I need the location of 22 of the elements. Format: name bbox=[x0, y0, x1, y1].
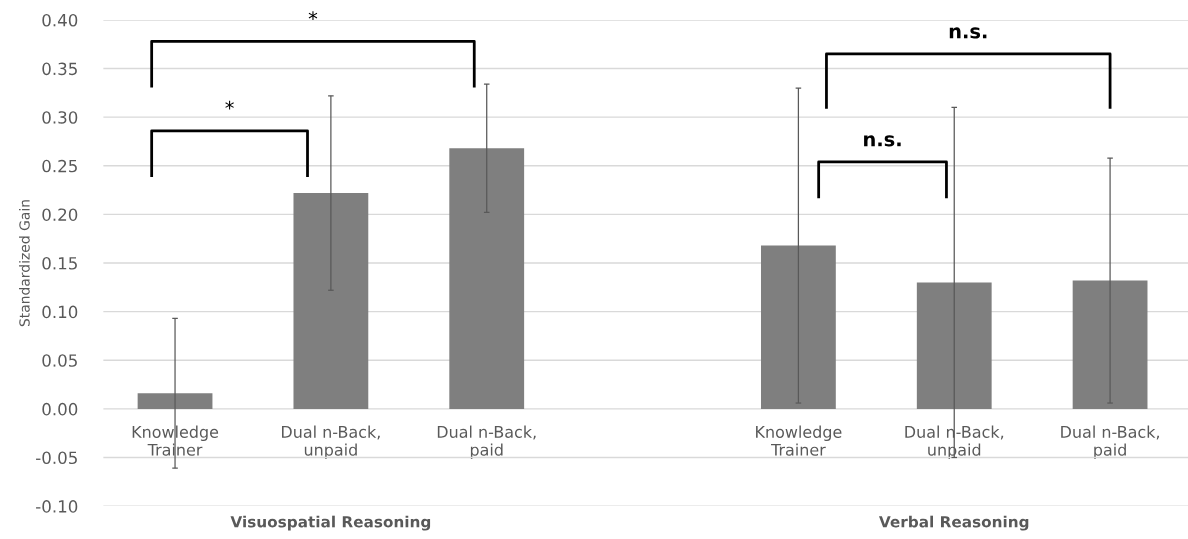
y-tick-label: 0.15 bbox=[42, 256, 77, 270]
x-tick-label: Dual n-Back, paid bbox=[437, 425, 536, 459]
annotation: n.s. bbox=[864, 135, 901, 147]
y-axis-title: Standardized Gain bbox=[19, 200, 30, 327]
y-tick-label: 0.40 bbox=[42, 13, 78, 27]
x-tick-label: Dual n-Back, unpaid bbox=[282, 425, 380, 459]
text: Visuospatial Reasoning bbox=[230, 515, 431, 531]
y-tick-label: 0.20 bbox=[42, 208, 78, 221]
y-tick-label: 0.10 bbox=[42, 305, 78, 319]
text: Verbal Reasoning bbox=[879, 515, 1029, 531]
annotation: * bbox=[225, 100, 234, 110]
y-tick-label: 0.30 bbox=[42, 111, 78, 124]
y-tick-label: 0.05 bbox=[42, 354, 77, 367]
y-tick-label: -0.10 bbox=[36, 500, 78, 513]
y-tick-label: 0.00 bbox=[42, 402, 78, 416]
y-tick-label: 0.25 bbox=[42, 159, 77, 173]
x-tick-label: Knowledge Trainer bbox=[756, 425, 842, 456]
y-tick-label: -0.05 bbox=[36, 451, 77, 465]
x-tick-label: Dual n-Back, paid bbox=[1061, 425, 1159, 459]
annotation: * bbox=[308, 11, 318, 21]
y-tick-label: 0.35 bbox=[42, 62, 77, 76]
annotation: n.s. bbox=[949, 27, 987, 39]
